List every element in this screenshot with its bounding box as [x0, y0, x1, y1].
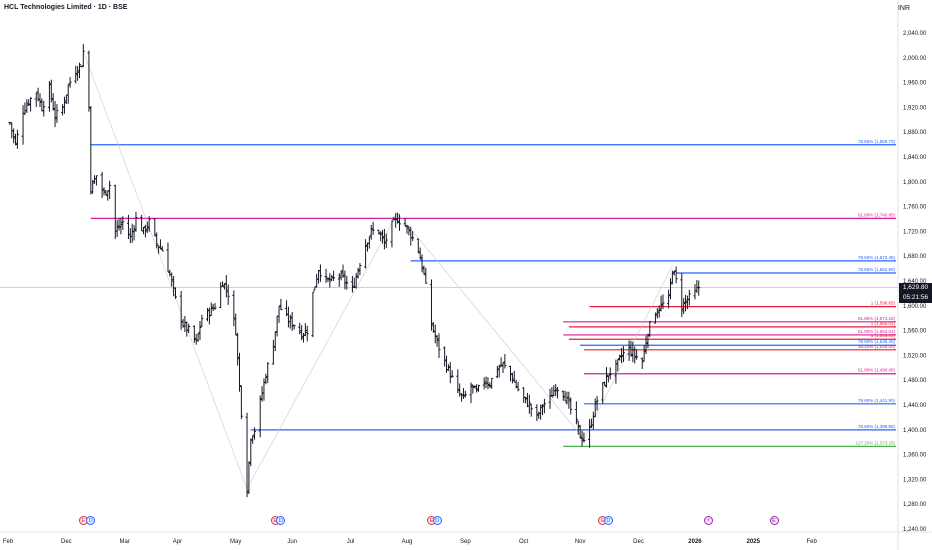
- currency-label: INR: [897, 5, 910, 12]
- y-tick-label: 1,400.00: [903, 428, 927, 434]
- bar-countdown: 05:21:56: [902, 294, 929, 301]
- fib-anchor-line: [397, 212, 585, 440]
- y-tick-label: 1,320.00: [903, 477, 927, 483]
- last-price-tag: 1,629.80 05:21:56: [899, 283, 932, 303]
- y-tick-label: 2,040.00: [903, 31, 927, 37]
- fib-level-label: 61.80% (1,574.18): [858, 316, 896, 321]
- x-tick-label: Feb: [3, 539, 14, 545]
- x-tick-label: Aug: [402, 539, 413, 545]
- fib-anchor-line: [583, 265, 673, 440]
- x-tick-label: Jun: [287, 539, 297, 545]
- fib-level-label: 78.60% (1,441.90): [858, 398, 896, 403]
- future-event-icon[interactable]: ⚡: [703, 516, 713, 525]
- x-tick-label: 2025: [747, 539, 761, 545]
- fib-anchor-line: [246, 212, 398, 489]
- fib-level-label: 78.60% (1,399.85): [858, 424, 896, 429]
- future-event-icon[interactable]: E: [769, 516, 779, 525]
- fib-level-label: 78.60% (1,536.40): [858, 339, 896, 344]
- x-tick-label: Apr: [173, 539, 182, 545]
- fib-level-label: 1 (1,566.02): [871, 321, 896, 326]
- fib-level-label: 1 (1,598.65): [871, 301, 896, 306]
- y-tick-label: 1,760.00: [903, 205, 927, 211]
- y-tick-label: 1,800.00: [903, 180, 927, 186]
- dividend-event-icon[interactable]: D: [432, 516, 442, 525]
- y-tick-label: 1,640.00: [903, 279, 927, 285]
- fib-level-label: 78.60% (1,652.90): [858, 267, 896, 272]
- y-tick-label: 1,880.00: [903, 130, 927, 136]
- x-tick-label: Dec: [633, 539, 644, 545]
- fib-level-label: 1 (1,546.05): [871, 333, 896, 338]
- y-tick-label: 1,720.00: [903, 229, 927, 235]
- chart-title: HCL Technologies Limited · 1D · BSE: [4, 4, 128, 11]
- fib-anchor-line: [83, 51, 248, 489]
- fib-level-label: 61.80% (1,740.95): [858, 212, 896, 217]
- x-tick-label: Feb: [806, 539, 817, 545]
- y-tick-label: 1,360.00: [903, 453, 927, 459]
- fib-level-label: 78.60% (1,859.70): [858, 139, 896, 144]
- fib-level-label: 38.20% (1,529.00): [858, 344, 896, 349]
- x-tick-label: 2026: [688, 539, 702, 545]
- x-tick-label: Sep: [460, 539, 471, 545]
- y-tick-label: 2,000.00: [903, 56, 927, 62]
- x-tick-label: Jul: [347, 539, 355, 545]
- y-tick-label: 1,240.00: [903, 527, 927, 533]
- y-tick-label: 1,480.00: [903, 378, 927, 384]
- y-tick-label: 1,840.00: [903, 155, 927, 161]
- fib-level-label: 61.80% (1,490.45): [858, 368, 896, 373]
- fib-level-label: 127.20% (1,373.25): [855, 440, 895, 445]
- fib-level-label: 61.80% (1,553.01): [858, 329, 896, 334]
- y-tick-label: 1,680.00: [903, 254, 927, 260]
- last-price-value: 1,629.80: [902, 284, 929, 291]
- fib-level-label: 78.60% (1,672.40): [858, 255, 896, 260]
- y-tick-label: 1,960.00: [903, 81, 927, 87]
- dividend-event-icon[interactable]: D: [603, 516, 613, 525]
- x-tick-label: Dec: [61, 539, 72, 545]
- dividend-event-icon[interactable]: D: [86, 516, 96, 525]
- y-tick-label: 1,440.00: [903, 403, 927, 409]
- dividend-event-icon[interactable]: D: [276, 516, 286, 525]
- y-tick-label: 1,560.00: [903, 329, 927, 335]
- x-tick-label: Nov: [575, 539, 586, 545]
- y-tick-label: 1,280.00: [903, 502, 927, 508]
- y-tick-label: 1,600.00: [903, 304, 927, 310]
- y-tick-label: 1,520.00: [903, 353, 927, 359]
- x-tick-label: May: [230, 539, 241, 545]
- y-tick-label: 1,920.00: [903, 105, 927, 111]
- x-tick-label: Mar: [120, 539, 130, 545]
- x-tick-label: Oct: [519, 539, 529, 545]
